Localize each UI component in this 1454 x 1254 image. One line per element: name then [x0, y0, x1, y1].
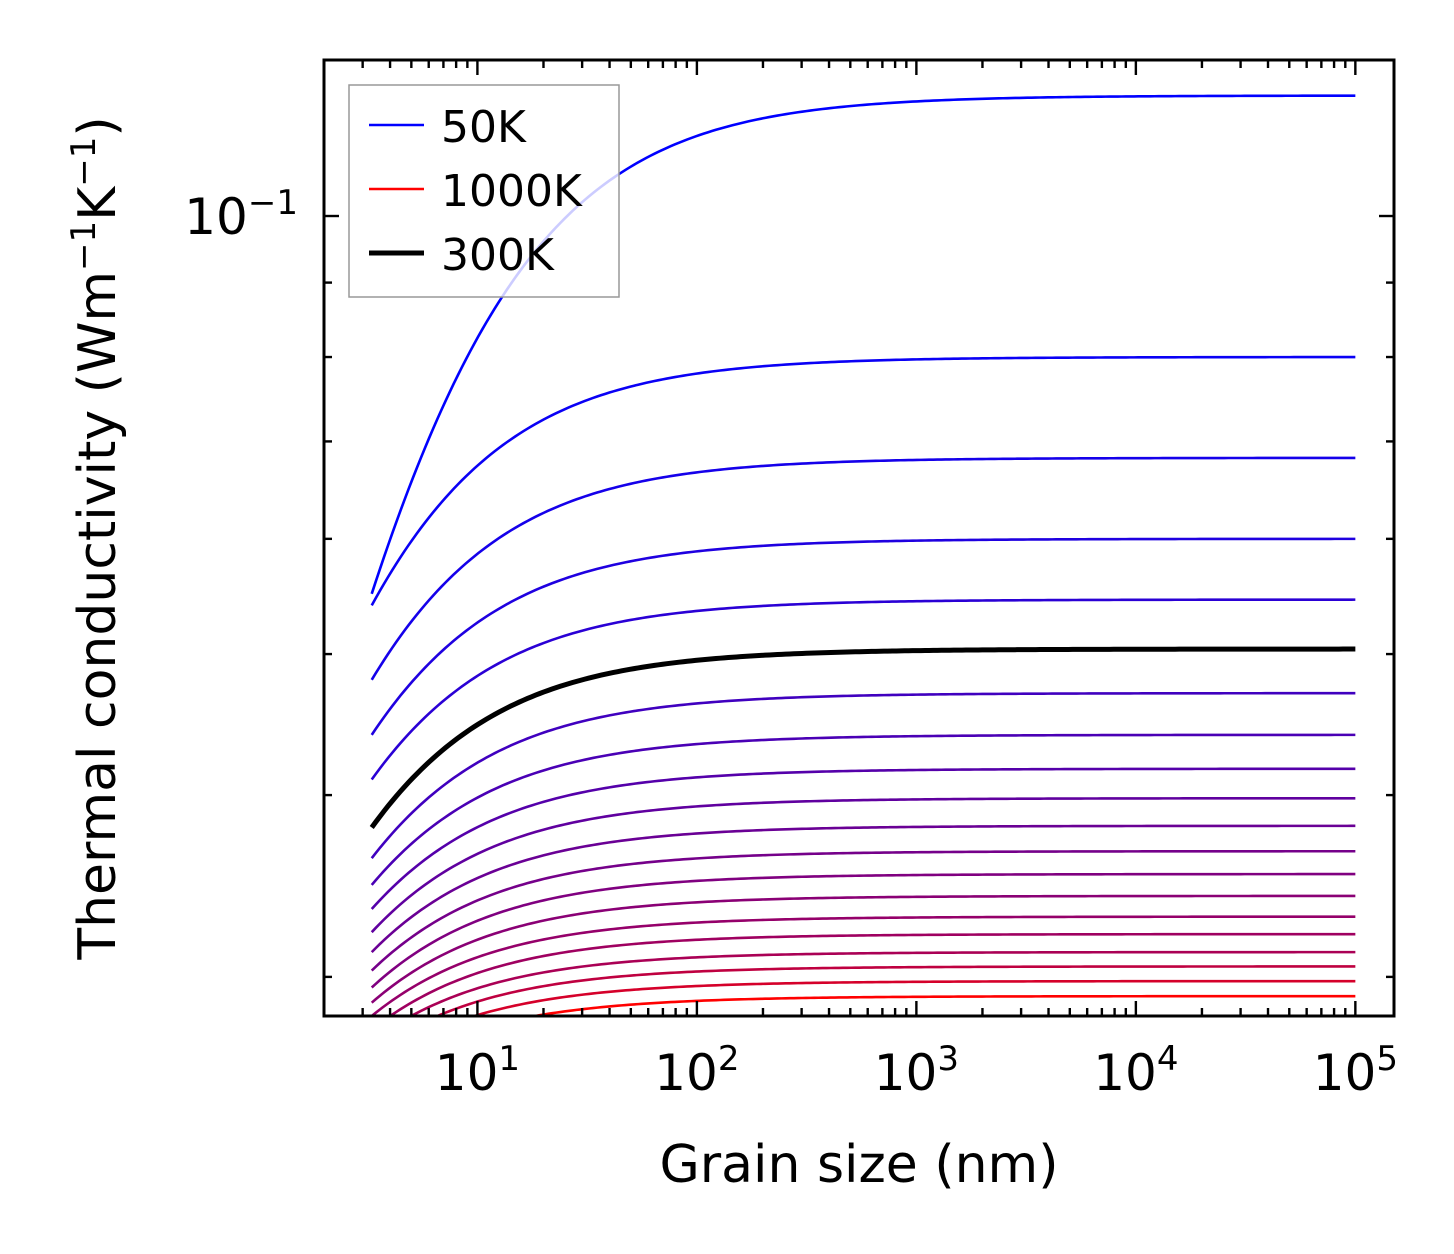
y-tick-label: 10−1 [184, 183, 298, 246]
series-line-450K [370, 767, 1356, 910]
x-tick-label: 104 [1093, 1039, 1178, 1102]
x-tick-label: 102 [654, 1039, 739, 1102]
series-line-850K [408, 950, 1356, 1016]
plot-frame [322, 58, 1396, 1018]
x-tick-exp: 4 [1157, 1039, 1179, 1079]
series-layer [369, 94, 1356, 1016]
legend-label: 1000K [441, 166, 583, 217]
x-tick-exp: 2 [718, 1039, 740, 1079]
x-tick-exp: 5 [1376, 1039, 1398, 1079]
legend: 50K 1000K 300K [348, 84, 620, 298]
y-axis-label-prefix: Thermal conductivity (Wm [68, 271, 128, 961]
x-tick-label: 105 [1313, 1039, 1398, 1102]
x-axis-label: Grain size (nm) [659, 1135, 1058, 1195]
legend-label: 300K [441, 230, 555, 281]
y-axis-label-mid: K [68, 185, 128, 221]
series-line-550K [370, 824, 1356, 954]
series-line-400K [370, 733, 1356, 886]
series-line-650K [370, 872, 1356, 989]
y-tick-exp: −1 [248, 183, 298, 223]
x-tick-label: 103 [874, 1039, 959, 1102]
y-axis-label-suffix: ) [68, 116, 128, 136]
y-axis-label: Thermal conductivity (Wm−1K−1) [64, 116, 128, 960]
series-line-250K [370, 598, 1356, 781]
x-tick-base: 10 [874, 1044, 938, 1102]
x-tick-label: 101 [435, 1039, 520, 1102]
series-line-100K [370, 355, 1356, 607]
series-line-150K [370, 456, 1356, 681]
x-tick-base: 10 [1313, 1044, 1377, 1102]
x-tick-base: 10 [1093, 1044, 1157, 1102]
x-tick-exp: 1 [498, 1039, 520, 1079]
x-tick-exp: 3 [937, 1039, 959, 1079]
series-line-750K [370, 915, 1356, 1016]
legend-box [348, 84, 620, 298]
series-line-900K [434, 965, 1356, 1016]
series-line-200K [370, 537, 1356, 736]
series-line-350K [370, 691, 1356, 859]
series-line-700K [370, 894, 1356, 1004]
series-line-300K [369, 646, 1356, 829]
series-line-800K [387, 932, 1356, 1016]
series-line-600K [370, 849, 1356, 972]
series-line-500K [370, 796, 1356, 934]
y-tick-base: 10 [184, 188, 248, 246]
legend-label: 50K [441, 102, 527, 153]
series-line-950K [470, 979, 1356, 1016]
y-axis-label-sup2: −1 [64, 137, 104, 187]
legend-items: 50K 1000K 300K [369, 102, 583, 281]
x-tick-base: 10 [654, 1044, 718, 1102]
y-axis-label-sup1: −1 [64, 221, 104, 271]
x-tick-base: 10 [435, 1044, 499, 1102]
